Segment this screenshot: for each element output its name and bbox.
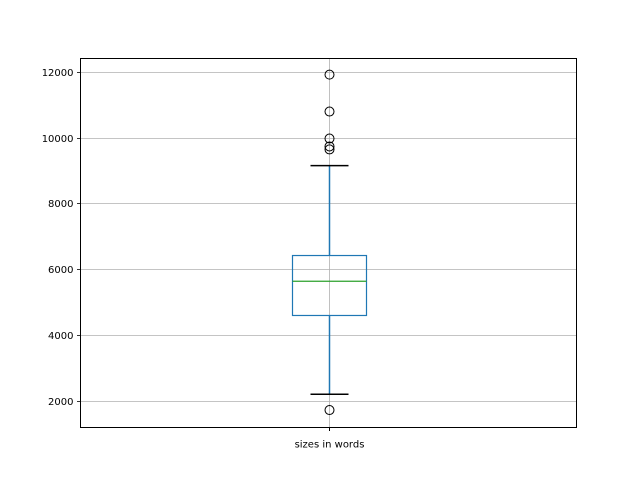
outlier-point <box>324 106 335 117</box>
y-tick-label: 10000 <box>42 134 74 145</box>
outlier-point <box>324 405 335 416</box>
y-tick-label: 6000 <box>48 265 73 276</box>
y-tick-label: 8000 <box>48 199 73 210</box>
y-axis: 2000 4000 6000 8000 10000 12000 <box>42 68 81 408</box>
boxes <box>291 69 368 416</box>
outlier-point <box>324 141 335 152</box>
outlier-point <box>324 144 335 155</box>
y-tick-label: 12000 <box>42 68 74 79</box>
y-tick-label: 4000 <box>48 331 73 342</box>
x-tick-label: sizes in words <box>295 440 365 451</box>
axes-frame <box>80 58 577 428</box>
grid-lines <box>80 58 577 428</box>
x-axis: sizes in words <box>295 427 365 451</box>
outlier-point <box>324 133 335 144</box>
outlier-point <box>324 69 335 80</box>
y-tick-label: 2000 <box>48 397 73 408</box>
box-iqr <box>291 254 368 317</box>
